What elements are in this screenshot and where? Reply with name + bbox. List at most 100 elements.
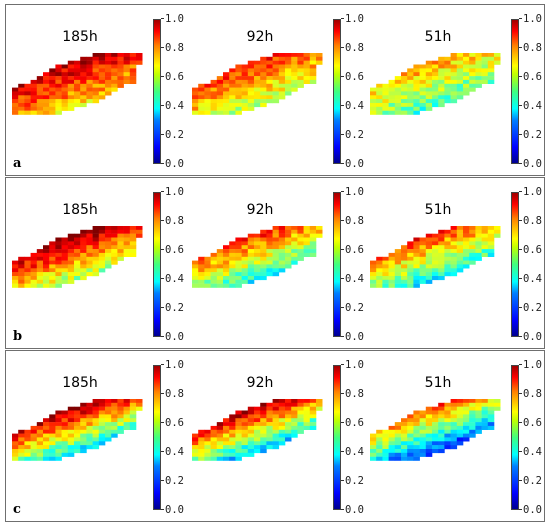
heatmap-cell bbox=[309, 76, 317, 81]
heatmap-cell bbox=[297, 237, 304, 242]
heatmap-cell bbox=[456, 68, 464, 73]
heatmap-cell bbox=[401, 87, 408, 92]
heatmap-cell bbox=[43, 249, 50, 254]
heatmap-cell bbox=[266, 264, 273, 269]
heatmap-cell bbox=[278, 79, 286, 84]
heatmap-cell bbox=[43, 268, 50, 273]
heatmap-cell bbox=[92, 99, 100, 104]
heatmap-cell bbox=[36, 425, 44, 430]
heatmap-cell bbox=[136, 406, 143, 411]
heatmap-cell bbox=[105, 429, 112, 434]
heatmap-cell bbox=[309, 56, 317, 61]
heatmap-cell bbox=[432, 83, 439, 88]
heatmap-cell bbox=[247, 260, 255, 265]
heatmap-cell bbox=[98, 264, 106, 269]
heatmap-cell bbox=[438, 256, 445, 261]
heatmap-cell bbox=[291, 245, 298, 250]
heatmap-cell bbox=[285, 402, 292, 407]
heatmap bbox=[192, 53, 323, 115]
heatmap-cell bbox=[469, 422, 476, 427]
heatmap-cell bbox=[24, 95, 31, 100]
heatmap-cell bbox=[285, 72, 292, 77]
heatmap-cell bbox=[49, 103, 56, 108]
heatmap-cell bbox=[198, 83, 205, 88]
heatmap-cell bbox=[241, 76, 249, 81]
heatmap-cell bbox=[469, 64, 476, 69]
heatmap-cell bbox=[425, 433, 433, 438]
heatmap-cell bbox=[192, 264, 199, 269]
heatmap-cell bbox=[136, 229, 143, 234]
heatmap-cell bbox=[438, 441, 445, 446]
map-subplot: 51h 0.0 0.2 0.4 0.6 0.8 1.0 bbox=[364, 178, 544, 350]
heatmap-cell bbox=[291, 414, 298, 419]
heatmap-cell bbox=[18, 452, 25, 457]
heatmap-cell bbox=[216, 425, 224, 430]
heatmap-cell bbox=[86, 268, 93, 273]
heatmap-cell bbox=[80, 260, 87, 265]
heatmap-cell bbox=[254, 249, 261, 254]
heatmap-cell bbox=[192, 268, 199, 273]
heatmap-cell bbox=[285, 406, 292, 411]
heatmap-cell bbox=[469, 418, 476, 423]
heatmap-cell bbox=[18, 106, 25, 111]
heatmap-cell bbox=[43, 260, 50, 265]
heatmap-cell bbox=[241, 260, 249, 265]
colorbar-tick bbox=[161, 18, 164, 19]
heatmap-cell bbox=[278, 91, 286, 96]
heatmap-cell bbox=[67, 237, 75, 242]
colorbar-tick-label: 0.4 bbox=[523, 446, 542, 458]
heatmap-cell bbox=[117, 410, 124, 415]
heatmap-cell bbox=[74, 449, 81, 454]
heatmap-cell bbox=[285, 429, 292, 434]
heatmap-cell bbox=[105, 64, 112, 69]
heatmap-cell bbox=[105, 264, 112, 269]
heatmap-cell bbox=[401, 452, 408, 457]
heatmap-cell bbox=[129, 229, 137, 234]
heatmap-cell bbox=[55, 99, 62, 104]
heatmap-cell bbox=[285, 437, 292, 442]
heatmap-cell bbox=[463, 429, 470, 434]
colorbar-tick bbox=[161, 191, 164, 192]
heatmap-cell bbox=[419, 103, 427, 108]
heatmap-cell bbox=[425, 410, 433, 415]
heatmap-cell bbox=[254, 83, 261, 88]
heatmap-cell bbox=[92, 60, 100, 65]
heatmap-cell bbox=[80, 87, 87, 92]
heatmap-cell bbox=[117, 402, 124, 407]
colorbar-tick bbox=[161, 220, 164, 221]
heatmap-cell bbox=[401, 72, 408, 77]
heatmap-cell bbox=[98, 64, 106, 69]
heatmap-cell bbox=[105, 241, 112, 246]
map-subplot: 51h 0.0 0.2 0.4 0.6 0.8 1.0 bbox=[364, 351, 544, 523]
heatmap-cell bbox=[216, 106, 224, 111]
heatmap-cell bbox=[111, 249, 118, 254]
colorbar bbox=[153, 19, 161, 164]
heatmap-cell bbox=[18, 276, 25, 281]
heatmap-cell bbox=[370, 110, 377, 115]
heatmap-cell bbox=[463, 87, 470, 92]
heatmap-cell bbox=[475, 256, 482, 261]
heatmap-cell bbox=[444, 252, 451, 257]
heatmap-cell bbox=[43, 245, 50, 250]
heatmap-cell bbox=[80, 402, 87, 407]
heatmap-cell bbox=[80, 68, 87, 73]
heatmap-cell bbox=[123, 60, 131, 65]
heatmap-cell bbox=[272, 252, 280, 257]
heatmap-cell bbox=[285, 229, 292, 234]
heatmap-cell bbox=[278, 72, 286, 77]
heatmap-cell bbox=[285, 425, 292, 430]
heatmap-cell bbox=[12, 279, 19, 284]
heatmap-cell bbox=[388, 264, 396, 269]
heatmap-cell bbox=[223, 76, 230, 81]
heatmap-cell bbox=[444, 68, 451, 73]
heatmap-cell bbox=[67, 68, 75, 73]
heatmap-cell bbox=[61, 72, 69, 77]
heatmap-cell bbox=[210, 433, 218, 438]
heatmap-cell bbox=[260, 272, 267, 277]
heatmap-cell bbox=[74, 87, 81, 92]
colorbar-tick-label: 0.2 bbox=[345, 475, 364, 487]
heatmap-cell bbox=[204, 429, 211, 434]
heatmap-cell bbox=[456, 91, 464, 96]
heatmap-cell bbox=[388, 437, 396, 442]
heatmap-cell bbox=[401, 76, 408, 81]
